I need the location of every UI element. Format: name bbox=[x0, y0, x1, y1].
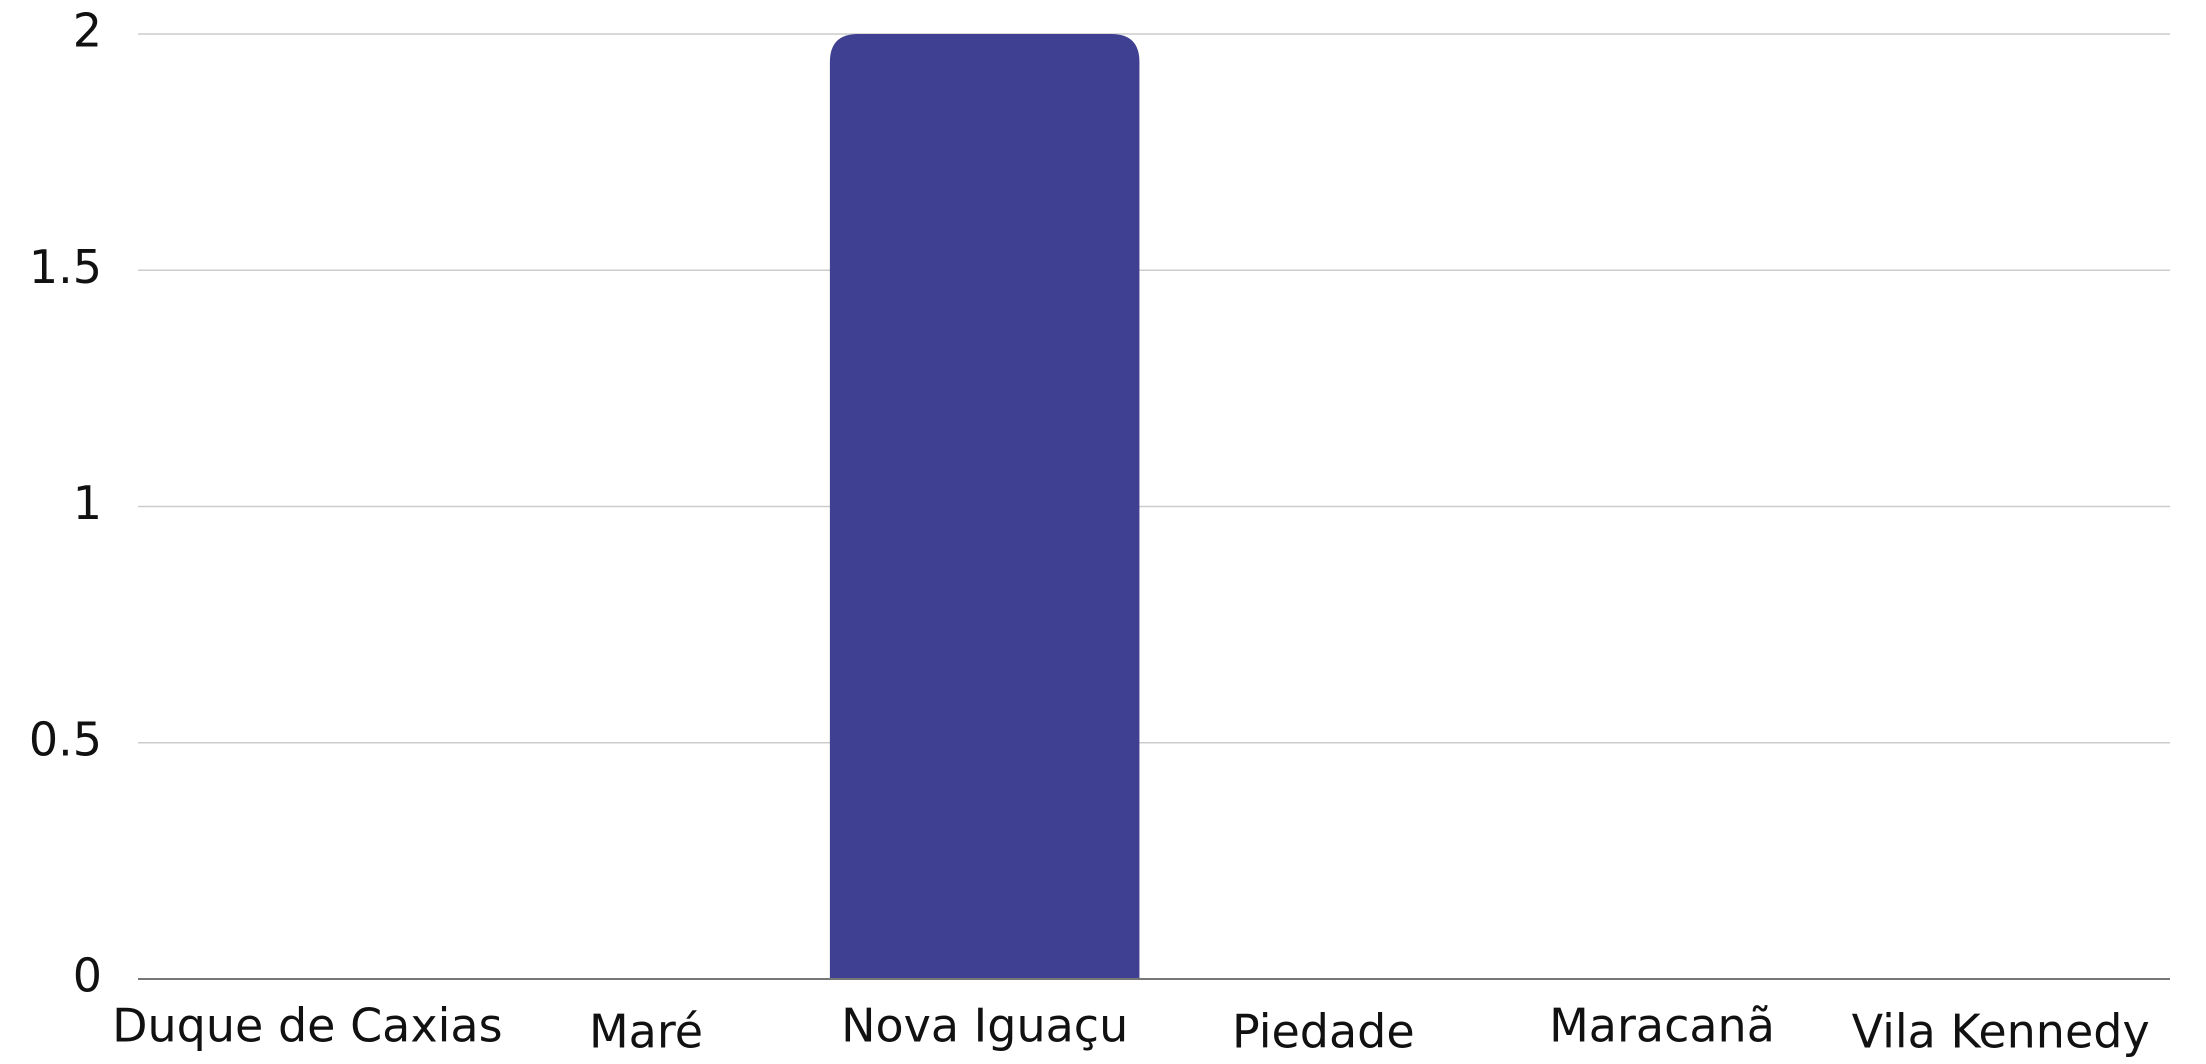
x-tick-label: Duque de Caxias bbox=[112, 999, 502, 1053]
y-tick-label: 0 bbox=[73, 949, 102, 1003]
y-tick-label: 1.5 bbox=[29, 240, 102, 294]
y-tick-label: 0.5 bbox=[29, 712, 102, 766]
x-tick-label: Nova Iguaçu bbox=[841, 999, 1128, 1053]
x-tick-label: Maré bbox=[589, 1005, 703, 1059]
bar bbox=[829, 34, 1140, 979]
x-tick-label: Piedade bbox=[1232, 1005, 1415, 1059]
y-tick-label: 2 bbox=[73, 4, 102, 58]
x-tick-label: Vila Kennedy bbox=[1852, 1005, 2150, 1059]
y-tick-label: 1 bbox=[73, 476, 102, 530]
x-tick-label: Maracanã bbox=[1549, 999, 1775, 1053]
